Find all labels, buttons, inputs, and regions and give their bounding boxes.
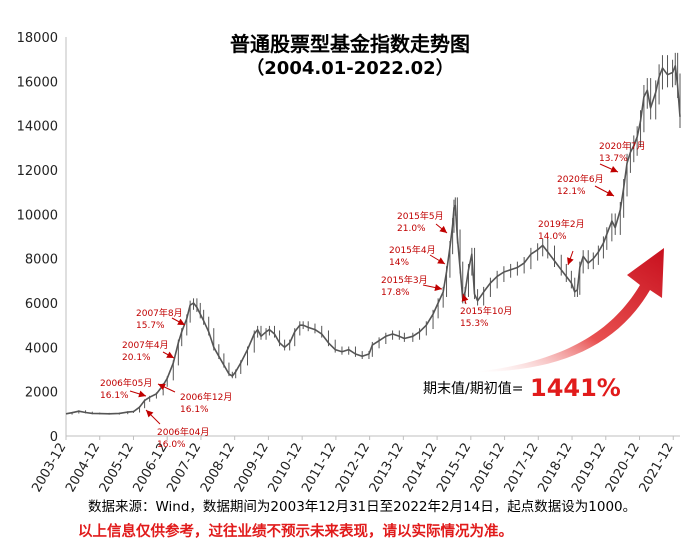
annotation-value: 20.1% bbox=[122, 353, 151, 363]
y-tick-label: 4000 bbox=[25, 341, 58, 356]
annotation-date: 2006年12月 bbox=[180, 391, 232, 403]
annotation-date: 2006年04月 bbox=[157, 426, 209, 438]
annotation-date: 2020年6月 bbox=[557, 173, 604, 185]
y-tick-label: 10000 bbox=[17, 208, 58, 223]
annotation-value: 16.1% bbox=[100, 391, 129, 401]
annotation-value: 16.0% bbox=[157, 440, 186, 450]
annotation-date: 2015年5月 bbox=[397, 210, 444, 222]
annotation-date: 2015年10月 bbox=[460, 305, 512, 317]
annotation-arrow-head bbox=[138, 390, 146, 398]
annotation-date: 2019年2月 bbox=[538, 218, 585, 230]
annotation-date: 2007年4月 bbox=[122, 339, 169, 351]
chart-subtitle: （2004.01-2022.02） bbox=[246, 58, 454, 79]
annotation-value: 13.7% bbox=[599, 154, 628, 164]
y-tick-label: 14000 bbox=[17, 120, 58, 135]
annotation-value: 21.0% bbox=[397, 224, 426, 234]
annotation-arrow-head bbox=[177, 318, 185, 325]
annotation-arrow-head bbox=[437, 257, 445, 264]
y-tick-label: 6000 bbox=[25, 297, 58, 312]
series-line bbox=[65, 65, 681, 415]
ratio-value: 1441% bbox=[530, 374, 621, 402]
y-tick-label: 8000 bbox=[25, 253, 58, 268]
annotation-arrow-head bbox=[606, 189, 614, 196]
y-tick-label: 0 bbox=[50, 430, 58, 445]
annotation-value: 17.8% bbox=[381, 288, 410, 298]
y-tick-label: 2000 bbox=[25, 386, 58, 401]
annotation-date: 2007年8月 bbox=[136, 307, 183, 319]
annotation-arrow-head bbox=[146, 410, 154, 418]
annotation-arrow-head bbox=[567, 257, 574, 265]
annotation-value: 15.3% bbox=[460, 319, 489, 329]
annotation-date: 2015年4月 bbox=[389, 244, 436, 256]
data-source-note: 数据来源：Wind，数据期间为2003年12月31日至2022年2月14日，起点… bbox=[88, 499, 637, 515]
annotation-value: 14% bbox=[389, 258, 409, 268]
annotation-arrow-head bbox=[439, 225, 447, 233]
annotation-value: 12.1% bbox=[557, 187, 586, 197]
growth-arrow bbox=[475, 248, 664, 372]
ratio-label: 期末值/期初值= bbox=[423, 380, 523, 397]
annotation-value: 16.1% bbox=[180, 405, 209, 415]
chart-title: 普通股票型基金指数走势图 bbox=[230, 32, 470, 56]
annotation-arrow-head bbox=[158, 383, 166, 391]
annotation-arrow-head bbox=[461, 294, 469, 302]
annotation-value: 15.7% bbox=[136, 321, 165, 331]
annotation-arrow-head bbox=[610, 165, 618, 173]
annotation-date: 2020年7月 bbox=[599, 140, 646, 152]
y-tick-label: 18000 bbox=[17, 31, 58, 46]
annotation-date: 2015年3月 bbox=[381, 274, 428, 286]
disclaimer-note: 以上信息仅供参考，过往业绩不预示未来表现，请以实际情况为准。 bbox=[78, 524, 513, 540]
y-tick-label: 16000 bbox=[17, 75, 58, 90]
annotation-value: 14.0% bbox=[538, 232, 567, 242]
y-tick-label: 12000 bbox=[17, 164, 58, 179]
annotation-arrow-head bbox=[166, 351, 174, 358]
annotation-date: 2006年05月 bbox=[100, 377, 152, 389]
annotation-arrow-head bbox=[434, 284, 442, 291]
